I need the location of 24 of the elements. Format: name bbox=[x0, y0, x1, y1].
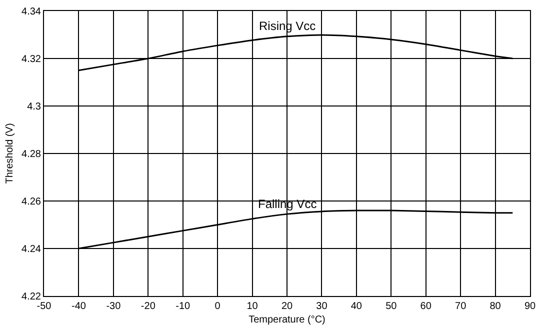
y-tick-label: 4.34 bbox=[22, 6, 42, 18]
x-tick-label: -40 bbox=[71, 301, 86, 312]
x-axis-title: Temperature (°C) bbox=[248, 314, 326, 326]
y-tick-label: 4.3 bbox=[27, 102, 42, 112]
x-tick-label: -50 bbox=[36, 301, 52, 312]
x-tick-label: 70 bbox=[455, 301, 467, 312]
x-tick-label: 80 bbox=[490, 301, 502, 312]
x-tick-label: 60 bbox=[420, 301, 432, 312]
x-tick-label: 50 bbox=[386, 301, 398, 312]
x-tick-label: -30 bbox=[106, 301, 122, 312]
y-tick-label: 4.28 bbox=[22, 149, 42, 160]
y-tick-label: 4.24 bbox=[22, 244, 42, 255]
y-axis-title: Threshold (V) bbox=[4, 123, 16, 184]
x-tick-label: 10 bbox=[246, 301, 258, 312]
x-tick-label: 20 bbox=[281, 301, 293, 312]
x-tick-label: 40 bbox=[350, 301, 362, 312]
y-tick-label: 4.32 bbox=[22, 54, 42, 65]
x-tick-label: -20 bbox=[140, 301, 156, 312]
x-tick-label: 90 bbox=[524, 301, 536, 312]
x-tick-label: 0 bbox=[214, 301, 221, 312]
y-tick-label: 4.22 bbox=[22, 292, 42, 302]
x-tick-label: 30 bbox=[316, 301, 328, 312]
x-tick-label: -10 bbox=[176, 301, 191, 312]
y-tick-label: 4.26 bbox=[22, 196, 42, 208]
